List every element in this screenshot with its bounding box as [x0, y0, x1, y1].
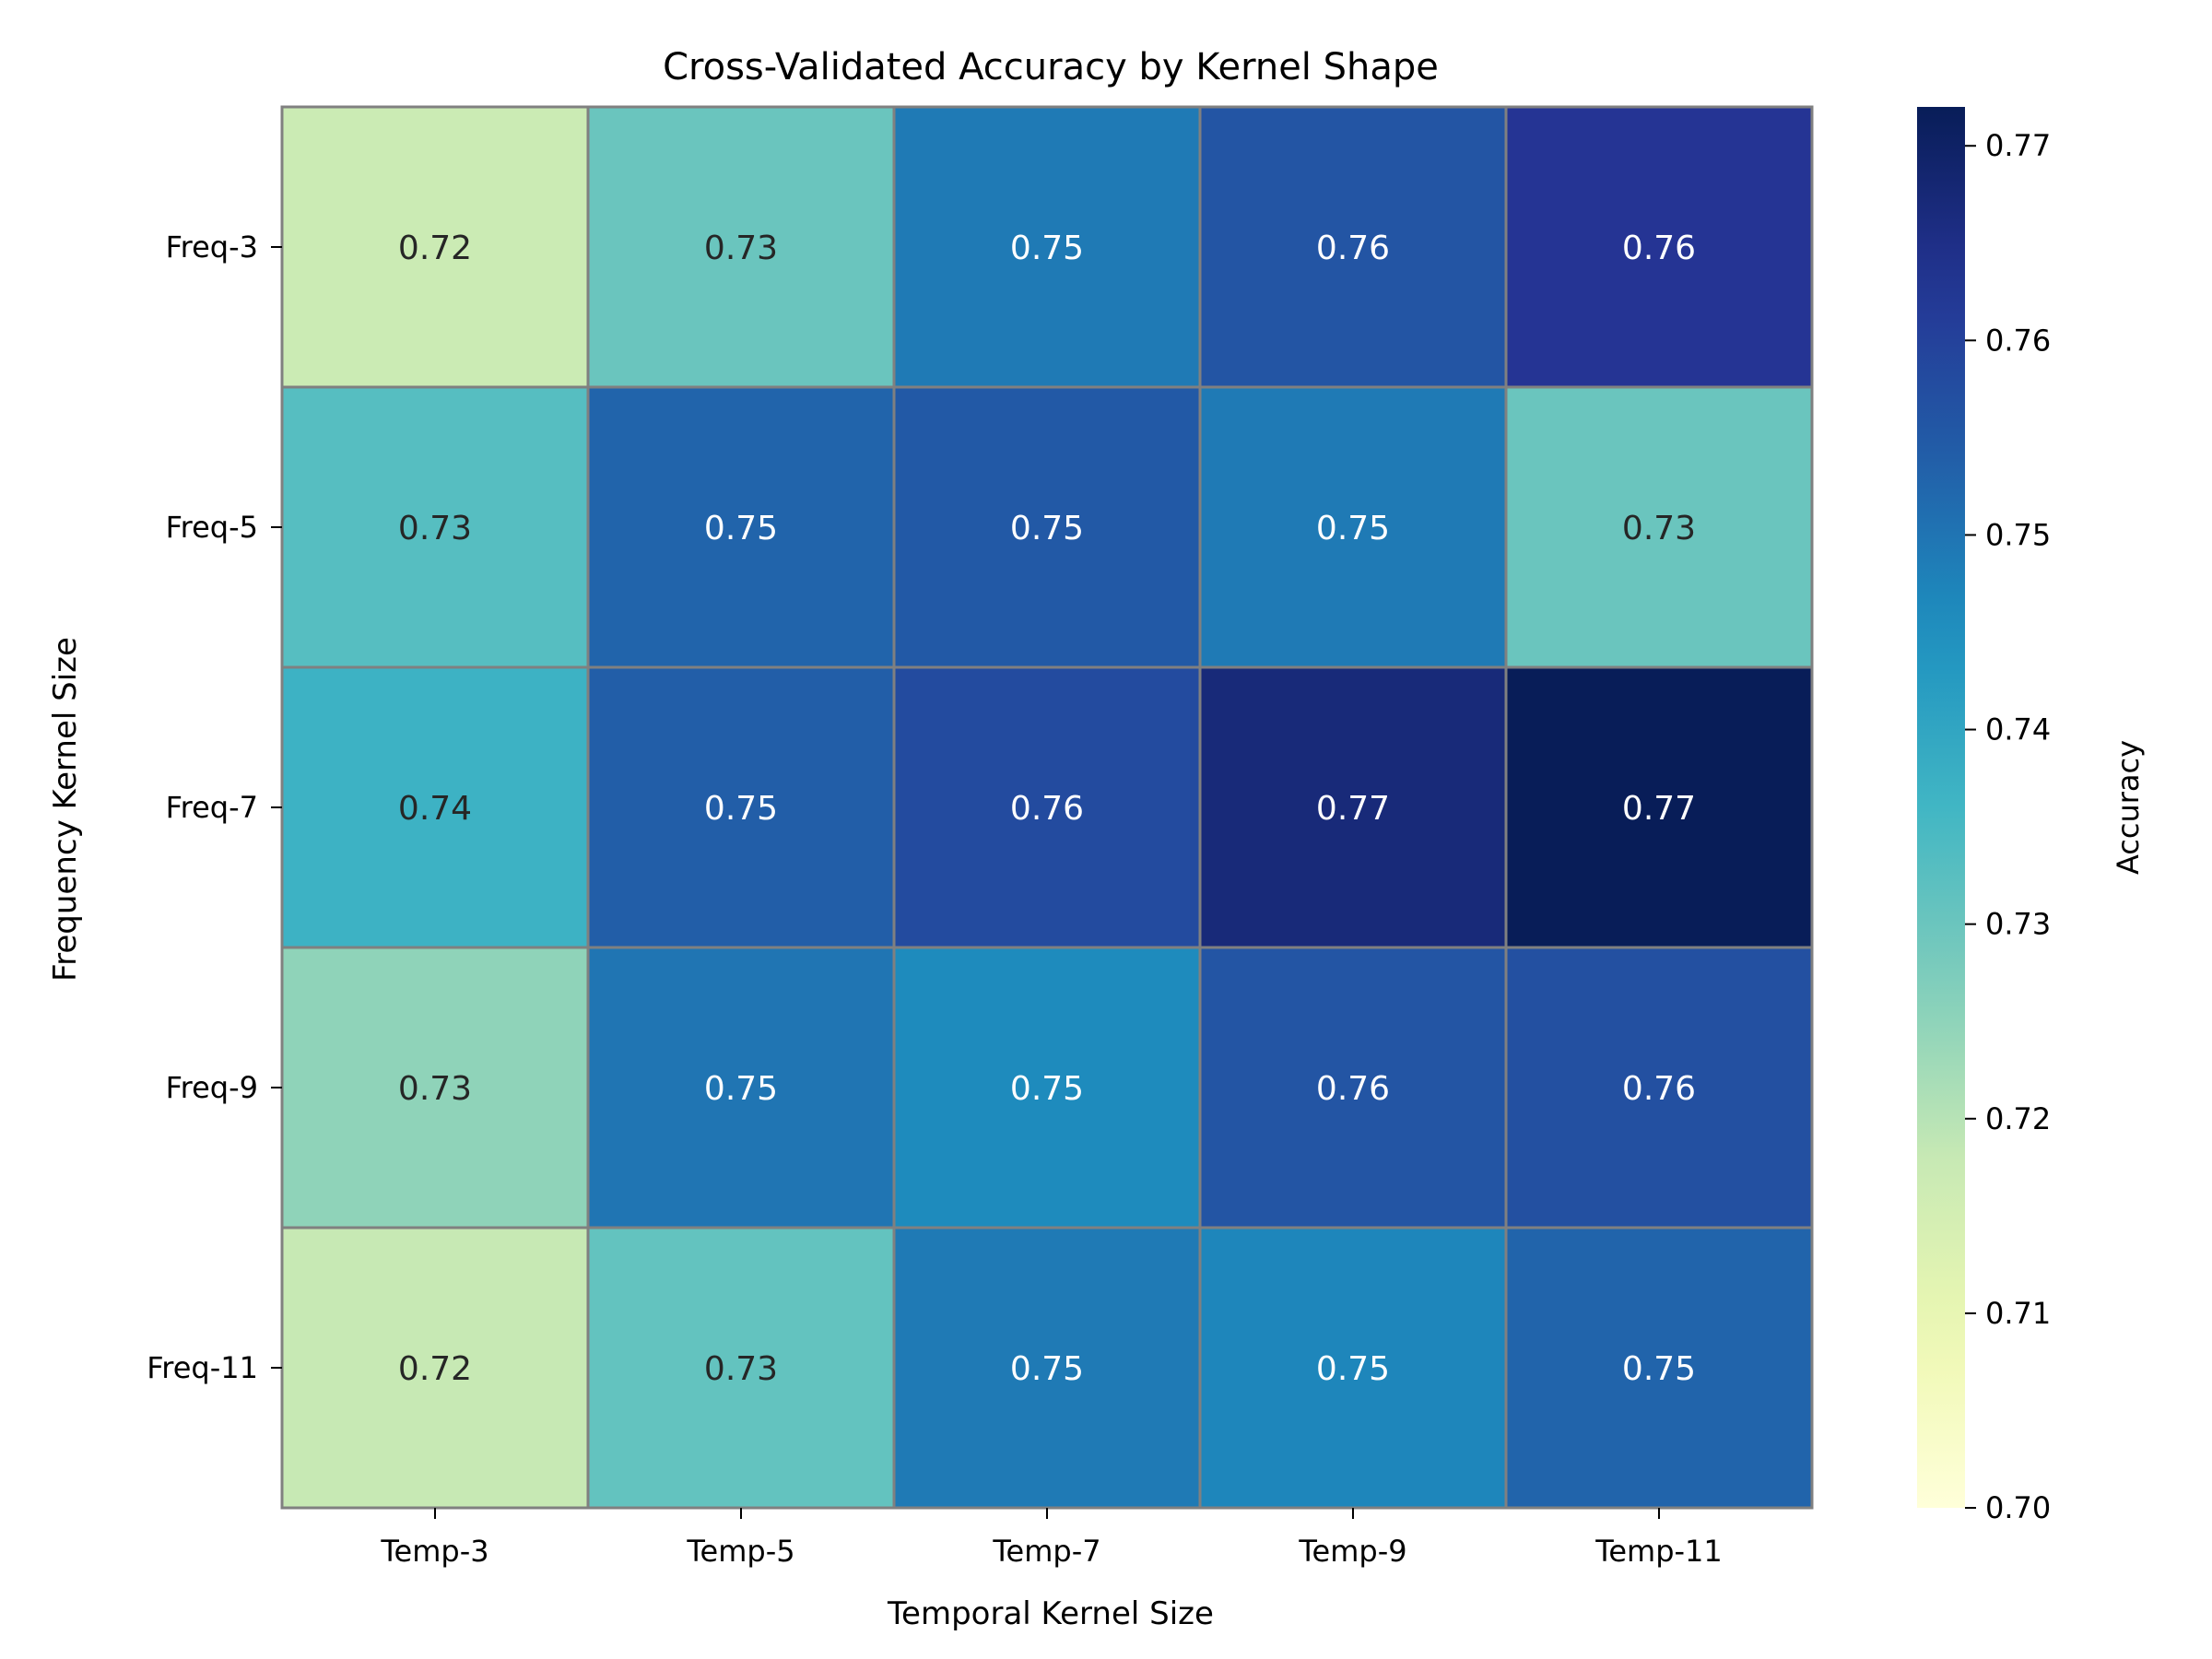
cell-value-label: 0.73 [704, 1350, 778, 1388]
cell-value-label: 0.77 [1622, 790, 1696, 828]
cell-value-label: 0.76 [1316, 1070, 1390, 1108]
heatmap-cells [280, 105, 1814, 1510]
heatmap-cell [892, 1226, 1202, 1510]
cell-value-label: 0.72 [398, 229, 472, 267]
heatmap-cell-labels: 0.72 0.73 0.75 0.76 0.76 0.73 0.75 0.75 0.75 0.73… [398, 229, 1696, 1388]
heatmap-cell [280, 105, 590, 389]
heatmap-cell [892, 385, 1202, 669]
x-tick-label: Temp-9 [1298, 1534, 1406, 1569]
heatmap-cell [586, 946, 896, 1230]
y-tick-label: Freq-11 [147, 1350, 258, 1385]
colorbar-tick-label: 0.70 [1985, 1490, 2051, 1525]
heatmap-cell [892, 665, 1202, 949]
colorbar-tick-label: 0.76 [1985, 323, 2051, 358]
y-axis-label: Frequency Kernel Size [47, 637, 84, 982]
cell-value-label: 0.75 [1316, 510, 1390, 547]
heatmap-cell [1504, 385, 1814, 669]
colorbar-tick-label: 0.77 [1985, 128, 2051, 163]
cell-value-label: 0.75 [704, 510, 778, 547]
heatmap-cell [1504, 665, 1814, 949]
x-axis: Temp-3 Temp-5 Temp-7 Temp-9 Temp-11 [380, 1508, 1723, 1569]
x-tick-label: Temp-11 [1594, 1534, 1723, 1569]
y-tick-label: Freq-9 [166, 1070, 258, 1105]
x-tick-label: Temp-5 [686, 1534, 794, 1569]
heatmap-cell [586, 105, 896, 389]
heatmap-cell [1504, 1226, 1814, 1510]
colorbar-tick-label: 0.71 [1985, 1296, 2051, 1331]
heatmap-cell [1198, 105, 1508, 389]
cell-value-label: 0.75 [1010, 229, 1084, 267]
heatmap-cell [892, 946, 1202, 1230]
colorbar-tick-label: 0.72 [1985, 1101, 2051, 1136]
cell-value-label: 0.73 [398, 1070, 472, 1108]
cell-value-label: 0.75 [1010, 510, 1084, 547]
cell-value-label: 0.73 [398, 510, 472, 547]
cell-value-label: 0.75 [704, 790, 778, 828]
colorbar: 0.70 0.71 0.72 0.73 0.74 0.75 0.76 0.77 [1917, 107, 2051, 1525]
colorbar-gradient [1917, 107, 1965, 1508]
cell-value-label: 0.75 [704, 1070, 778, 1108]
cell-value-label: 0.76 [1622, 229, 1696, 267]
x-tick-label: Temp-7 [992, 1534, 1100, 1569]
colorbar-tick-label: 0.74 [1985, 712, 2051, 747]
cell-value-label: 0.76 [1010, 790, 1084, 828]
x-tick-label: Temp-3 [380, 1534, 488, 1569]
cell-value-label: 0.75 [1010, 1070, 1084, 1108]
y-tick-label: Freq-5 [166, 510, 258, 545]
cell-value-label: 0.75 [1010, 1350, 1084, 1388]
colorbar-tick-label: 0.73 [1985, 907, 2051, 942]
y-axis: Freq-3 Freq-5 Freq-7 Freq-9 Freq-11 [147, 229, 282, 1385]
heatmap-cell [280, 385, 590, 669]
cell-value-label: 0.76 [1316, 229, 1390, 267]
heatmap-cell [1198, 946, 1508, 1230]
chart-title: Cross-Validated Accuracy by Kernel Shape [663, 46, 1439, 88]
x-axis-label: Temporal Kernel Size [887, 1595, 1214, 1632]
heatmap-cell [1504, 946, 1814, 1230]
colorbar-tick-label: 0.75 [1985, 517, 2051, 552]
colorbar-label: Accuracy [2111, 740, 2146, 875]
heatmap-cell [280, 1226, 590, 1510]
cell-value-label: 0.73 [1622, 510, 1696, 547]
y-tick-label: Freq-3 [166, 229, 258, 265]
heatmap-cell [1504, 105, 1814, 389]
cell-value-label: 0.77 [1316, 790, 1390, 828]
y-tick-label: Freq-7 [166, 790, 258, 825]
cell-value-label: 0.75 [1622, 1350, 1696, 1388]
heatmap-cell [586, 665, 896, 949]
cell-value-label: 0.74 [398, 790, 472, 828]
cell-value-label: 0.75 [1316, 1350, 1390, 1388]
heatmap-cell [1198, 665, 1508, 949]
cell-value-label: 0.76 [1622, 1070, 1696, 1108]
cell-value-label: 0.73 [704, 229, 778, 267]
heatmap-cell [586, 1226, 896, 1510]
heatmap-cell [892, 105, 1202, 389]
cell-value-label: 0.72 [398, 1350, 472, 1388]
